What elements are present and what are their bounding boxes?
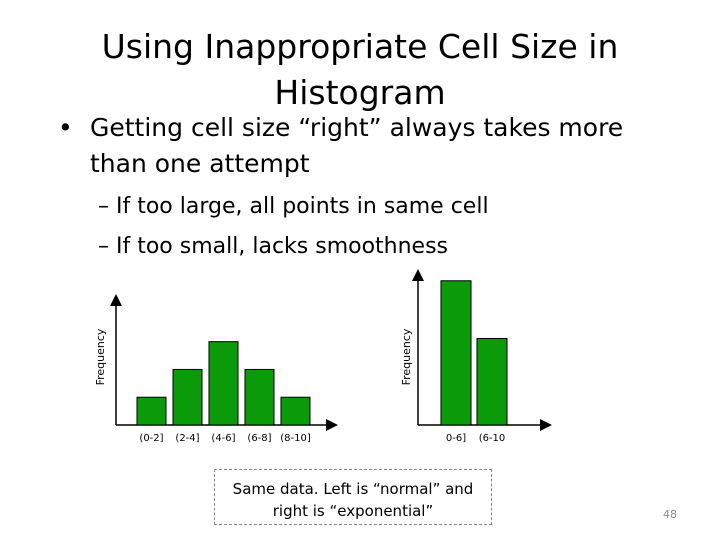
chart-2-y-axis-label: Frequency: [400, 328, 413, 385]
chart-1-bar: [172, 368, 203, 426]
chart-2-bar: [440, 280, 472, 426]
chart-1-bar: [244, 368, 275, 426]
chart-1-bar: [208, 341, 239, 426]
sub-bullet-too-large: – If too large, all points in same cell: [98, 194, 489, 219]
page-number: 48: [663, 508, 677, 521]
title-line-1: Using Inappropriate Cell Size in: [101, 27, 619, 66]
caption-line-1: Same data. Left is “normal” and: [232, 480, 474, 498]
chart-2-tick-label: (6-10: [479, 433, 506, 444]
slide-title: Using Inappropriate Cell Size in Histogr…: [60, 24, 660, 116]
caption-box: Same data. Left is “normal” and right is…: [214, 469, 492, 525]
caption-line-2: right is “exponential”: [272, 502, 434, 520]
chart-1-tick-label: (4-6]: [211, 433, 235, 444]
chart-1-tick-label: (2-4]: [175, 433, 199, 444]
title-line-2: Histogram: [274, 73, 446, 112]
sub-bullet-too-small: – If too small, lacks smoothness: [98, 234, 449, 259]
chart-1-bar: [280, 396, 311, 426]
bullet-marker: •: [58, 113, 73, 142]
chart-2-bar: [476, 337, 508, 426]
chart-1-tick-label: (0-2]: [139, 433, 163, 444]
chart-1-tick-label: (8-10]: [280, 433, 311, 444]
main-bullet: • Getting cell size “right” always takes…: [58, 110, 678, 182]
chart-1-bar: [136, 396, 167, 426]
bullet-text: Getting cell size “right” always takes m…: [90, 113, 624, 178]
chart-1-y-axis-label: Frequency: [94, 328, 107, 385]
chart-1-tick-label: (6-8]: [247, 433, 271, 444]
chart-2-tick-label: 0-6]: [446, 433, 466, 444]
